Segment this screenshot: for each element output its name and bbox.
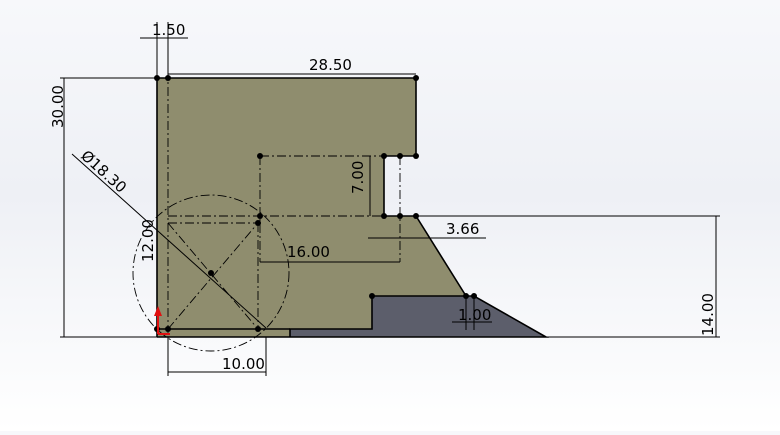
dimension-30-00[interactable]: 30.00: [49, 85, 67, 128]
sketch-face-region[interactable]: [157, 78, 466, 337]
sketch-origin-icon[interactable]: [154, 306, 170, 335]
construction-lines: [132, 70, 401, 352]
dimension-lines: [60, 22, 720, 376]
dimension-7-00[interactable]: 7.00: [349, 161, 367, 194]
dimension-14-00[interactable]: 14.00: [699, 293, 717, 336]
dimension-1-50[interactable]: 1.50: [152, 21, 185, 39]
sketch-vertices[interactable]: [154, 75, 477, 332]
dimension-3-66[interactable]: 3.66: [446, 220, 479, 238]
dimension-16-00[interactable]: 16.00: [287, 243, 330, 261]
dimension-1-00[interactable]: 1.00: [458, 306, 491, 324]
extruded-base-region[interactable]: [290, 296, 546, 337]
dimension-12-00[interactable]: 12.00: [139, 219, 157, 262]
construction-circle: [132, 194, 290, 352]
dimension-10-00[interactable]: 10.00: [222, 355, 265, 373]
dimension-diameter-18-30[interactable]: Ø18.30: [77, 147, 130, 197]
dimension-28-50[interactable]: 28.50: [309, 56, 352, 74]
